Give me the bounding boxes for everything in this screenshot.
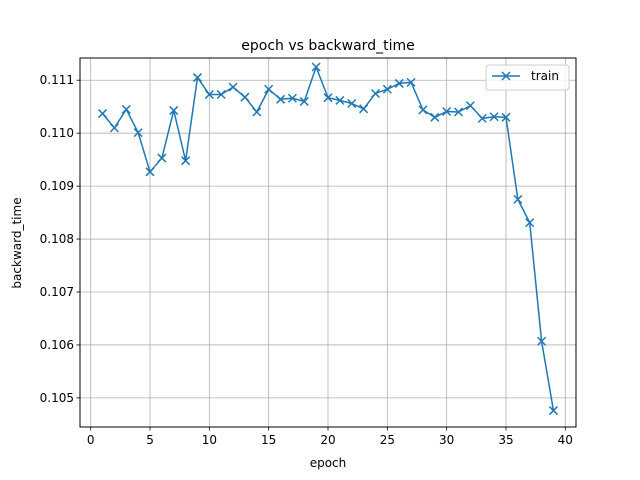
data-point — [537, 336, 547, 346]
data-point — [98, 109, 108, 119]
data-point — [477, 113, 487, 123]
data-point — [109, 123, 119, 133]
data-point — [394, 78, 404, 88]
data-point — [192, 73, 203, 83]
data-point — [335, 95, 345, 105]
y-axis-ticks: 0.105 0.106 0.107 0.108 0.109 0.110 0.111 — [40, 73, 80, 405]
data-point — [311, 62, 321, 72]
data-point — [240, 92, 250, 102]
y-tick-label: 0.109 — [40, 179, 74, 193]
x-tick-label: 20 — [320, 433, 335, 447]
data-point — [181, 156, 191, 166]
data-point — [418, 105, 428, 115]
x-tick-label: 0 — [87, 433, 95, 447]
series-layer — [98, 62, 558, 416]
data-point — [287, 93, 297, 103]
data-point — [133, 128, 143, 138]
data-point — [216, 89, 226, 100]
data-point — [169, 105, 179, 115]
data-point — [382, 84, 392, 94]
data-point — [501, 112, 511, 122]
x-tick-label: 5 — [146, 433, 154, 447]
data-point — [204, 89, 214, 100]
legend: train — [485, 64, 570, 91]
y-tick-label: 0.107 — [40, 285, 74, 299]
x-axis-label: epoch — [310, 456, 347, 470]
data-point — [442, 106, 452, 117]
data-point — [228, 82, 238, 92]
data-point — [489, 112, 499, 122]
x-axis-ticks: 0 5 10 15 20 25 30 35 40 — [87, 427, 573, 447]
x-tick-label: 35 — [498, 433, 513, 447]
data-point — [359, 104, 369, 114]
y-tick-label: 0.110 — [40, 126, 74, 140]
data-point — [548, 406, 558, 416]
legend-marker — [501, 71, 511, 81]
data-point — [406, 77, 416, 87]
y-tick-label: 0.108 — [40, 232, 74, 246]
data-point — [465, 101, 475, 111]
data-point — [513, 194, 523, 204]
legend-label-train: train — [531, 69, 559, 83]
data-point — [145, 167, 155, 177]
data-point — [430, 112, 440, 122]
x-tick-label: 10 — [202, 433, 217, 447]
y-axis-label: backward_time — [10, 197, 24, 288]
data-point — [252, 107, 262, 117]
data-point — [299, 96, 309, 106]
data-point — [157, 153, 167, 163]
data-point — [121, 104, 131, 114]
chart-title: epoch vs backward_time — [241, 38, 414, 54]
data-point — [525, 218, 535, 228]
data-point — [453, 107, 464, 117]
data-point — [264, 84, 274, 94]
x-tick-label: 25 — [380, 433, 395, 447]
y-tick-label: 0.106 — [40, 338, 74, 352]
data-point — [276, 94, 286, 104]
y-tick-label: 0.105 — [40, 391, 74, 405]
data-point — [323, 93, 333, 103]
x-tick-label: 30 — [439, 433, 454, 447]
data-point — [370, 88, 380, 99]
x-tick-label: 40 — [558, 433, 573, 447]
y-tick-label: 0.111 — [40, 73, 74, 87]
x-tick-label: 15 — [261, 433, 276, 447]
data-point — [347, 98, 357, 109]
legend-box — [485, 64, 570, 91]
